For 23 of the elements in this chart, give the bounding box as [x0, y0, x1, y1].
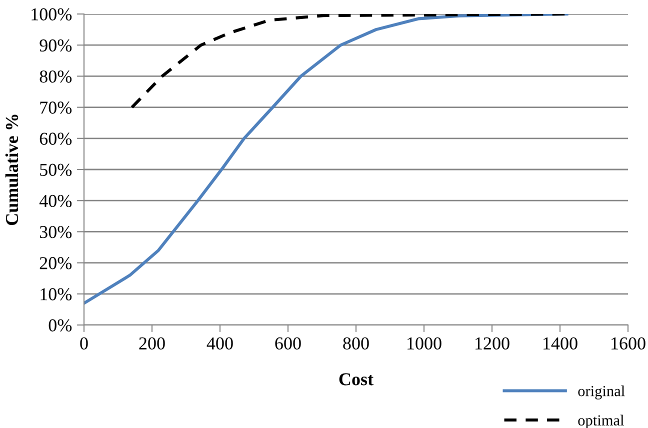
x-tick-label: 600 [275, 337, 301, 350]
x-tick-label: 1200 [476, 337, 510, 350]
x-tick-label: 800 [343, 337, 369, 350]
y-tick-label: 100% [32, 8, 72, 20]
x-tick-label: 400 [206, 337, 233, 350]
y-tick-label: 0% [48, 319, 72, 332]
x-tick-label: 1000 [408, 337, 442, 350]
y-tick-label: 20% [40, 257, 72, 270]
x-tick-label: 1600 [612, 337, 646, 350]
y-tick-label: 80% [40, 70, 72, 83]
y-tick-label: 90% [40, 39, 72, 52]
x-tick-label: 0 [80, 337, 88, 350]
y-axis-title: Cumulative % [5, 114, 18, 226]
y-tick-label: 10% [40, 288, 72, 300]
y-tick-label: 50% [40, 164, 72, 176]
y-tick-label: 60% [40, 132, 72, 145]
x-tick-label: 200 [139, 337, 165, 350]
y-tick-label: 70% [40, 102, 72, 114]
x-axis-title: Cost [339, 373, 374, 386]
y-tick-label: 40% [39, 194, 72, 208]
legend-label: original [578, 385, 625, 400]
x-tick-label: 1400 [544, 337, 578, 350]
y-tick-label: 30% [40, 226, 72, 238]
